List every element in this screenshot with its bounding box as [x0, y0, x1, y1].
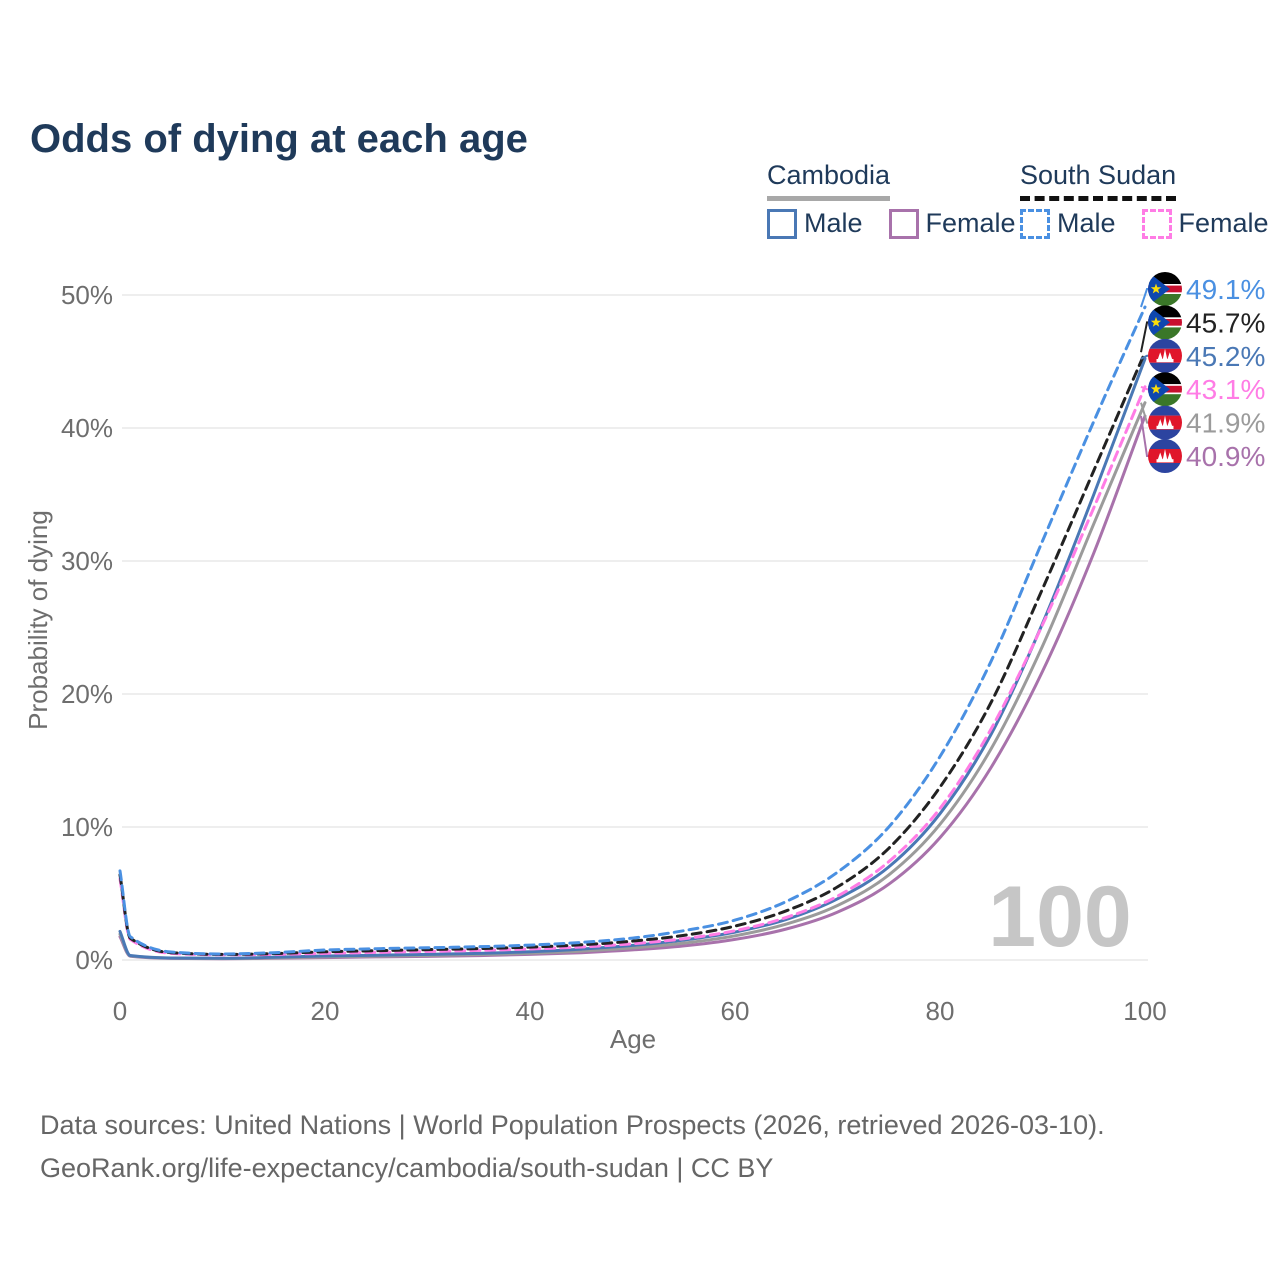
series-line-south-sudan-male[interactable]: [118, 305, 1147, 956]
y-tick-label: 20%: [61, 679, 113, 709]
footer-data-sources: Data sources: United Nations | World Pop…: [40, 1110, 1105, 1140]
y-tick-label: 10%: [61, 812, 113, 842]
footer: Data sources: United Nations | World Pop…: [40, 1104, 1105, 1190]
end-value-label-south-sudan-both-sexes: 45.7%: [1186, 307, 1265, 338]
south-sudan-flag-icon: [1148, 305, 1182, 340]
x-tick-label: 100: [1123, 996, 1166, 1026]
series-line-cambodia-male[interactable]: [118, 357, 1147, 960]
footer-attribution: GeoRank.org/life-expectancy/cambodia/sou…: [40, 1153, 774, 1183]
legend-item-cambodia-male[interactable]: Male: [767, 208, 863, 239]
y-tick-label: 0%: [75, 945, 113, 975]
legend-item-cambodia-female[interactable]: Female: [888, 208, 1016, 239]
y-axis-title: Probability of dying: [23, 510, 53, 730]
legend-item-label: Female: [1178, 208, 1269, 238]
legend-group-south-sudan: South Sudan Male Female: [1020, 160, 1269, 239]
legend-south-sudan-items: Male Female: [1020, 208, 1269, 239]
legend-south-sudan-title[interactable]: South Sudan: [1020, 160, 1177, 201]
south-sudan-flag-icon: [1148, 372, 1182, 407]
x-tick-label: 0: [113, 996, 127, 1026]
cambodia-flag-icon: [1148, 405, 1182, 440]
cambodia-female-swatch-icon: [888, 208, 919, 239]
south-sudan-flag-icon: [1148, 272, 1182, 306]
end-value-label-cambodia-male: 45.2%: [1186, 341, 1265, 372]
x-tick-label: 40: [516, 996, 545, 1026]
x-axis-title: Age: [610, 1024, 656, 1054]
x-tick-label: 20: [311, 996, 340, 1026]
y-tick-label: 50%: [61, 280, 113, 310]
series-line-south-sudan-both-sexes[interactable]: [118, 350, 1147, 956]
legend-cambodia-items: Male Female: [767, 208, 1016, 239]
legend-cambodia-title[interactable]: Cambodia: [767, 160, 891, 201]
legend-item-label: Male: [804, 208, 863, 238]
end-value-label-cambodia-female: 40.9%: [1186, 441, 1265, 472]
legend-item-label: Female: [925, 208, 1016, 238]
cambodia-male-swatch-icon: [767, 208, 797, 239]
y-tick-label: 30%: [61, 546, 113, 576]
page-title: Odds of dying at each age: [30, 116, 528, 161]
south-sudan-male-swatch-icon: [1020, 208, 1050, 239]
legend-group-cambodia: Cambodia Male Female: [767, 160, 1016, 239]
y-tick-label: 40%: [61, 413, 113, 443]
legend-item-south-sudan-female[interactable]: Female: [1141, 208, 1269, 239]
south-sudan-female-swatch-icon: [1141, 208, 1172, 239]
x-tick-label: 80: [926, 996, 955, 1026]
legend-item-label: Male: [1057, 208, 1116, 238]
cambodia-flag-icon: [1148, 439, 1182, 473]
watermark-age-100: 100: [988, 869, 1132, 965]
cambodia-flag-icon: [1148, 338, 1182, 373]
end-value-label-south-sudan-female: 43.1%: [1186, 374, 1265, 405]
legend-item-south-sudan-male[interactable]: Male: [1020, 208, 1116, 239]
end-value-label-south-sudan-male: 49.1%: [1186, 274, 1265, 305]
end-value-label-cambodia-both-sexes: 41.9%: [1186, 408, 1265, 439]
x-tick-label: 60: [721, 996, 750, 1026]
